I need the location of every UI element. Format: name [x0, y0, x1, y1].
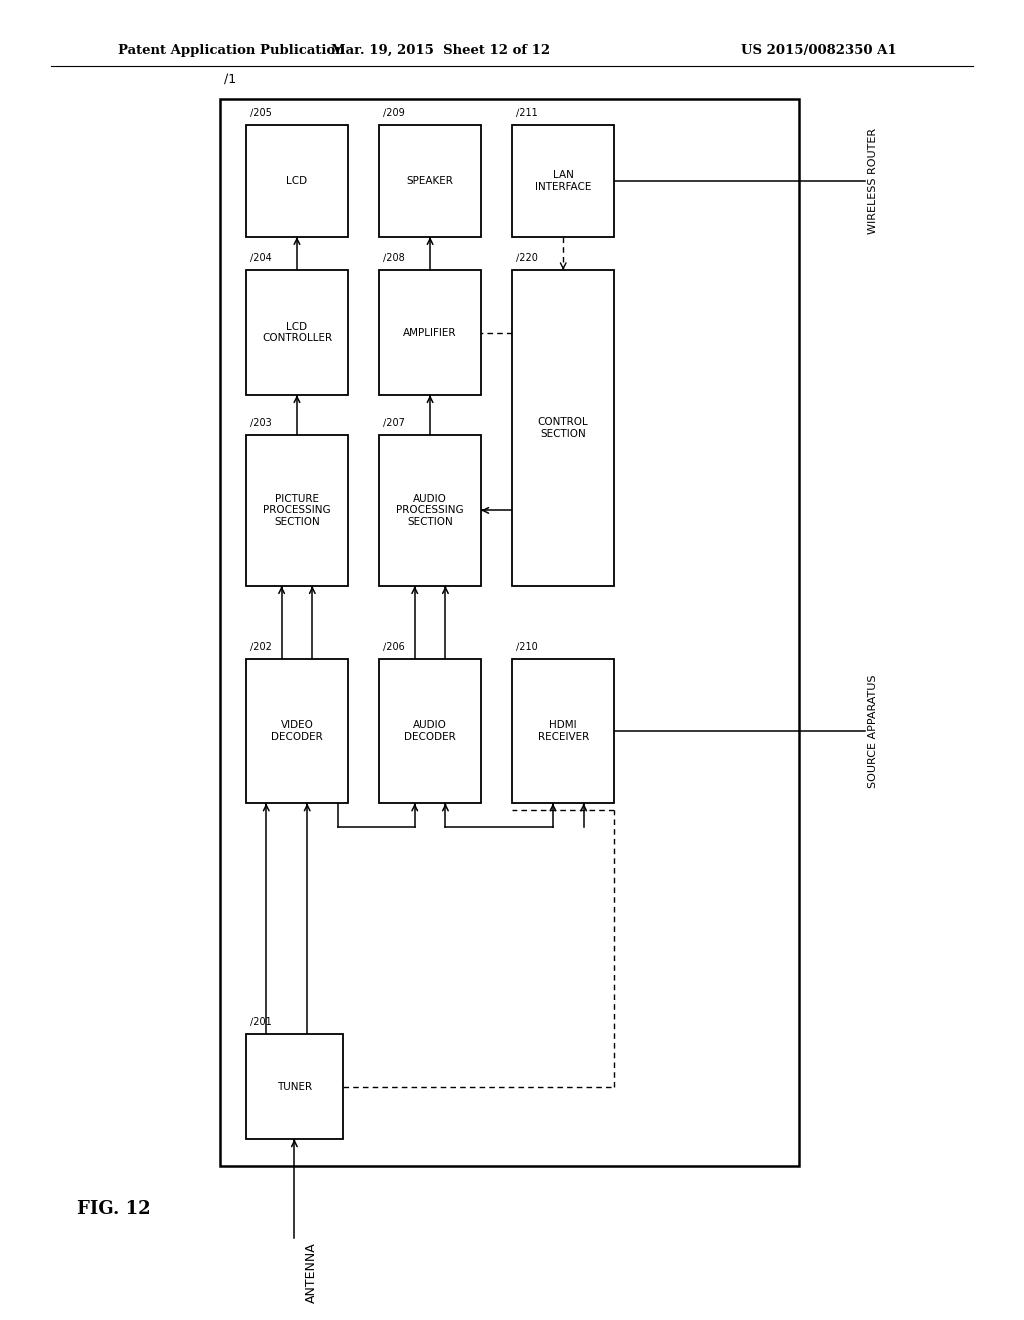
- Text: US 2015/0082350 A1: US 2015/0082350 A1: [741, 44, 897, 57]
- Text: AUDIO
PROCESSING
SECTION: AUDIO PROCESSING SECTION: [396, 494, 464, 527]
- Text: ANTENNA: ANTENNA: [305, 1242, 317, 1303]
- Text: ∕208: ∕208: [383, 252, 404, 263]
- Bar: [246, 125, 348, 238]
- Text: Patent Application Publication: Patent Application Publication: [118, 44, 344, 57]
- Text: AMPLIFIER: AMPLIFIER: [403, 327, 457, 338]
- Text: HDMI
RECEIVER: HDMI RECEIVER: [538, 721, 589, 742]
- Bar: [512, 125, 614, 238]
- Bar: [379, 125, 481, 238]
- Text: ∕204: ∕204: [250, 252, 271, 263]
- Bar: [512, 271, 614, 586]
- Text: ∕210: ∕210: [516, 640, 538, 651]
- Bar: [220, 99, 799, 1166]
- Text: ∕220: ∕220: [516, 252, 538, 263]
- Bar: [379, 659, 481, 804]
- Bar: [512, 659, 614, 804]
- Text: ∕203: ∕203: [250, 417, 271, 426]
- Text: ∕1: ∕1: [224, 73, 237, 86]
- Text: SPEAKER: SPEAKER: [407, 176, 454, 186]
- Text: LAN
INTERFACE: LAN INTERFACE: [535, 170, 592, 191]
- Text: WIRELESS ROUTER: WIRELESS ROUTER: [868, 128, 879, 234]
- Text: PICTURE
PROCESSING
SECTION: PICTURE PROCESSING SECTION: [263, 494, 331, 527]
- Bar: [246, 659, 348, 804]
- Text: SOURCE APPARATUS: SOURCE APPARATUS: [868, 675, 879, 788]
- Text: ∕207: ∕207: [383, 417, 404, 426]
- Text: VIDEO
DECODER: VIDEO DECODER: [271, 721, 323, 742]
- Text: Mar. 19, 2015  Sheet 12 of 12: Mar. 19, 2015 Sheet 12 of 12: [331, 44, 550, 57]
- Text: TUNER: TUNER: [276, 1081, 312, 1092]
- Bar: [246, 434, 348, 586]
- Bar: [379, 434, 481, 586]
- Text: CONTROL
SECTION: CONTROL SECTION: [538, 417, 589, 438]
- Text: LCD: LCD: [287, 176, 307, 186]
- Text: ∕202: ∕202: [250, 640, 271, 651]
- Bar: [246, 1034, 343, 1139]
- Bar: [379, 271, 481, 395]
- Text: ∕209: ∕209: [383, 107, 404, 117]
- Text: ∕211: ∕211: [516, 107, 538, 117]
- Text: AUDIO
DECODER: AUDIO DECODER: [404, 721, 456, 742]
- Text: ∕201: ∕201: [250, 1016, 271, 1026]
- Text: LCD
CONTROLLER: LCD CONTROLLER: [262, 322, 332, 343]
- Text: ∕206: ∕206: [383, 640, 404, 651]
- Bar: [246, 271, 348, 395]
- Text: ∕205: ∕205: [250, 107, 271, 117]
- Text: FIG. 12: FIG. 12: [77, 1200, 151, 1218]
